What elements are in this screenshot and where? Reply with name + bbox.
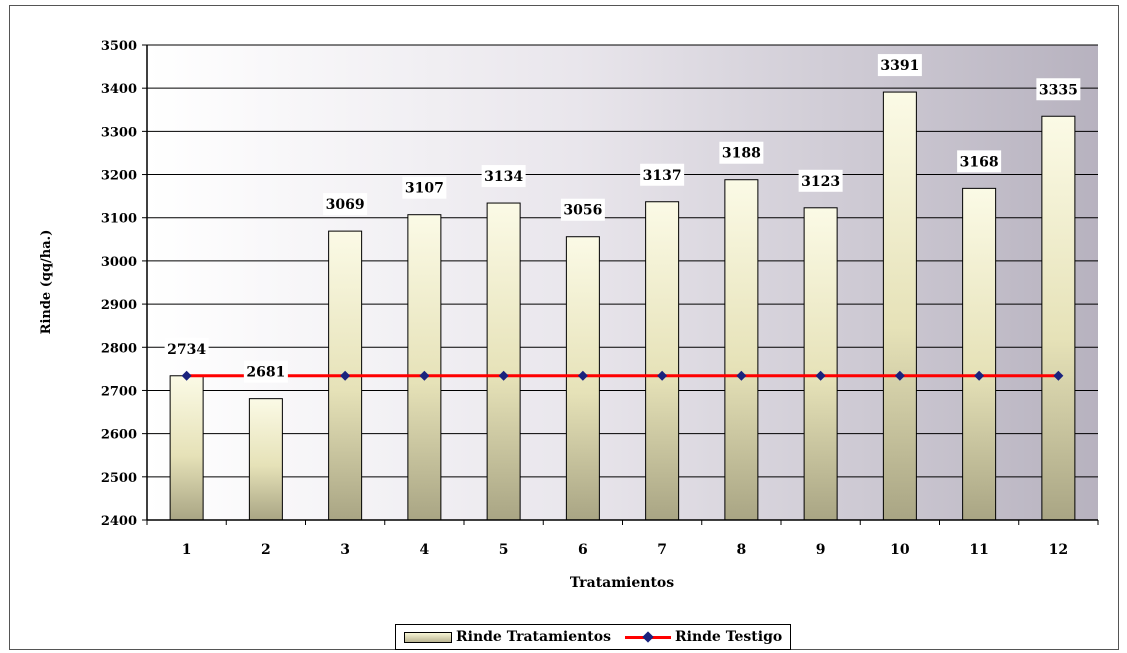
xtick-label: 7 bbox=[657, 542, 667, 558]
line-point bbox=[498, 370, 509, 381]
ytick-label: 3000 bbox=[101, 255, 137, 270]
data-label: 3069 bbox=[326, 197, 365, 213]
data-label: 3056 bbox=[563, 203, 602, 219]
data-label: 3107 bbox=[405, 181, 444, 197]
line-point bbox=[577, 370, 588, 381]
line-point bbox=[340, 370, 351, 381]
xtick-label: 11 bbox=[969, 542, 988, 558]
data-label: 2681 bbox=[246, 365, 285, 381]
data-label-box bbox=[719, 141, 764, 164]
bar bbox=[1041, 115, 1076, 521]
line-point bbox=[1053, 370, 1064, 381]
data-label-box bbox=[957, 150, 1002, 173]
ytick-label: 2500 bbox=[101, 471, 137, 486]
data-label-box bbox=[798, 169, 843, 192]
ytick-label: 2800 bbox=[101, 341, 137, 356]
ytick-label: 3100 bbox=[101, 212, 137, 227]
axes bbox=[142, 44, 1099, 525]
xtick-label: 4 bbox=[420, 542, 430, 558]
ytick-label: 2700 bbox=[101, 384, 137, 399]
legend-bar-swatch bbox=[404, 631, 452, 643]
data-label: 2734 bbox=[167, 342, 206, 358]
legend: Rinde Tratamientos Rinde Testigo bbox=[395, 624, 792, 650]
legend-line-swatch bbox=[625, 631, 671, 643]
line-point bbox=[657, 370, 668, 381]
xtick-label: 5 bbox=[499, 542, 509, 558]
bar bbox=[803, 207, 838, 521]
ytick-label: 2400 bbox=[101, 514, 137, 529]
bar bbox=[407, 214, 442, 521]
data-label: 3137 bbox=[643, 168, 682, 184]
data-labels: 2734 2681 3069 3107 3134 3056 3137 3188 3123 3391… bbox=[164, 54, 1081, 383]
data-label-box bbox=[640, 163, 685, 186]
ytick-label: 2900 bbox=[101, 298, 137, 313]
data-label: 3188 bbox=[722, 146, 761, 162]
xtick-label: 10 bbox=[890, 542, 910, 558]
y-axis-label: Rinde (qq/ha.) bbox=[39, 230, 54, 335]
ytick-label: 3500 bbox=[101, 39, 137, 54]
legend-label-tratamientos: Rinde Tratamientos bbox=[456, 629, 611, 645]
data-label-box bbox=[1036, 78, 1081, 101]
data-label: 3335 bbox=[1039, 82, 1078, 98]
bar bbox=[882, 91, 917, 521]
x-axis-label: Tratamientos bbox=[570, 575, 674, 591]
xtick-label: 12 bbox=[1049, 542, 1068, 558]
line-point bbox=[419, 370, 430, 381]
data-label-box bbox=[877, 54, 922, 77]
bar bbox=[565, 236, 600, 521]
xtick-label: 6 bbox=[578, 542, 588, 558]
legend-label-testigo: Rinde Testigo bbox=[675, 629, 783, 645]
line-point bbox=[815, 370, 826, 381]
line-point bbox=[181, 370, 192, 381]
data-label: 3134 bbox=[484, 169, 523, 185]
data-label-box bbox=[323, 193, 368, 216]
xtick-label: 3 bbox=[340, 542, 350, 558]
xtick-label: 2 bbox=[261, 542, 271, 558]
data-label: 3168 bbox=[960, 154, 999, 170]
ytick-labels: 2400 2500 2600 2700 2800 2900 3000 3100 3200 3300… bbox=[101, 39, 137, 529]
gridlines bbox=[147, 44, 1098, 478]
line-point bbox=[736, 370, 747, 381]
ytick-label: 2600 bbox=[101, 428, 137, 443]
bar bbox=[645, 201, 680, 521]
data-label-box bbox=[164, 337, 209, 360]
ytick-label: 3300 bbox=[101, 125, 137, 140]
plot-area bbox=[147, 45, 1098, 520]
data-label: 3391 bbox=[880, 58, 919, 74]
ytick-label: 3400 bbox=[101, 82, 137, 97]
bar bbox=[486, 202, 521, 521]
data-label-box bbox=[481, 165, 526, 188]
xtick-labels: 1 2 3 4 5 6 7 8 9 10 11 12 bbox=[182, 542, 1068, 558]
xtick-label: 9 bbox=[816, 542, 826, 558]
data-label: 3123 bbox=[801, 174, 840, 190]
line-point bbox=[894, 370, 905, 381]
data-label-box bbox=[243, 360, 288, 383]
ytick-label: 3200 bbox=[101, 169, 137, 184]
bar bbox=[724, 179, 759, 521]
data-label-box bbox=[560, 198, 605, 221]
xtick-label: 8 bbox=[737, 542, 747, 558]
bar bbox=[248, 398, 283, 521]
legend-item-testigo: Rinde Testigo bbox=[625, 629, 782, 645]
data-label-box bbox=[402, 176, 447, 199]
line-point bbox=[974, 370, 985, 381]
bar bbox=[962, 187, 997, 521]
bar bbox=[169, 375, 204, 521]
xtick-label: 1 bbox=[182, 542, 192, 558]
legend-item-tratamientos: Rinde Tratamientos bbox=[404, 629, 611, 645]
